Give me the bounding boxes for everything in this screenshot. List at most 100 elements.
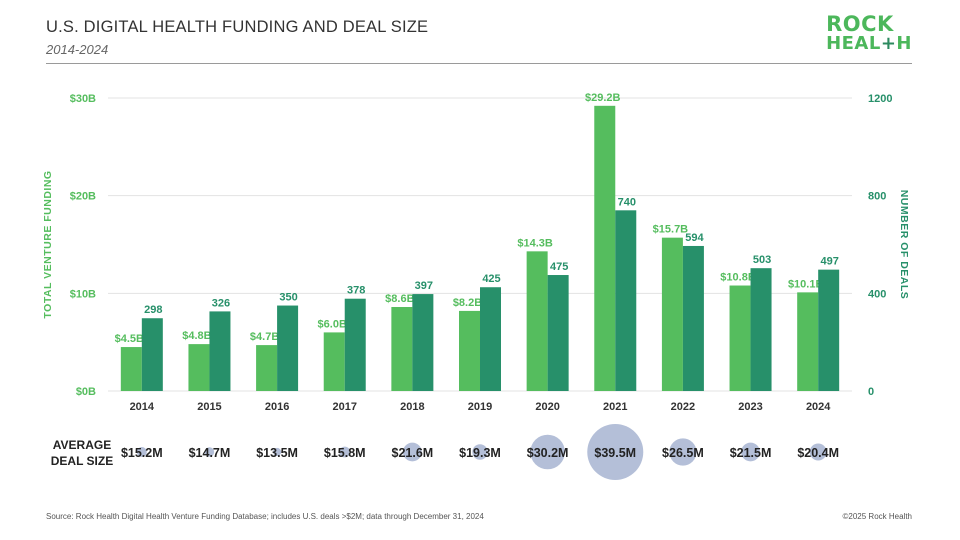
deals-data-label: 425 [482, 273, 500, 285]
deals-data-label: 326 [212, 297, 230, 309]
deals-bar [344, 298, 366, 391]
deals-bar [615, 210, 637, 391]
x-tick-label: 2018 [400, 401, 424, 413]
avg-deal-size-label: $13.5M [256, 446, 298, 460]
deals-bar [209, 311, 231, 391]
avg-deal-size-bubble [136, 447, 147, 457]
x-tick-label: 2015 [197, 401, 221, 413]
funding-bar [526, 251, 548, 391]
deals-data-label: 475 [550, 261, 568, 273]
deals-data-label: 503 [753, 254, 771, 266]
avg-deal-size-bubble [402, 442, 422, 462]
funding-data-label: $10.1B [788, 278, 824, 290]
avg-deal-size-label: $26.5M [662, 446, 704, 460]
funding-bar [120, 347, 142, 391]
funding-data-label: $15.7B [653, 224, 689, 236]
funding-bar [323, 332, 345, 391]
avg-deal-size-bubble [339, 446, 351, 458]
funding-bar [256, 345, 278, 391]
x-tick-label: 2020 [535, 401, 559, 413]
deals-bar [682, 245, 704, 391]
avg-deal-size-label: $20.4M [797, 446, 839, 460]
deals-data-label: 740 [618, 196, 636, 208]
avg-deal-size-bubble [530, 434, 565, 470]
funding-bar [661, 237, 683, 391]
funding-bar [729, 285, 751, 391]
avg-deal-size-label: $14.7M [189, 446, 231, 460]
avg-deal-size-title-line-1: AVERAGE [53, 438, 111, 452]
avg-deal-size-bubble [741, 442, 760, 462]
funding-bar [594, 105, 616, 392]
avg-deal-size-bubble [204, 447, 215, 457]
x-tick-label: 2023 [738, 401, 762, 413]
deals-bar [750, 268, 772, 391]
funding-data-label: $4.7B [250, 331, 279, 343]
deals-bar [547, 275, 569, 391]
y2-tick-label: 400 [868, 288, 886, 300]
x-tick-label: 2024 [806, 401, 831, 413]
x-tick-label: 2014 [130, 401, 155, 413]
funding-data-label: $4.5B [115, 333, 144, 345]
deals-data-label: 350 [279, 292, 297, 304]
y-axis-title: TOTAL VENTURE FUNDING [42, 170, 54, 318]
deals-data-label: 378 [347, 285, 365, 297]
funding-data-label: $8.6B [385, 293, 414, 305]
deals-data-label: 497 [821, 256, 839, 268]
y2-tick-label: 0 [868, 386, 874, 398]
funding-bar [188, 344, 210, 391]
y2-axis-title: NUMBER OF DEALS [898, 190, 910, 300]
y2-tick-label: 1200 [868, 93, 892, 105]
deals-bar [480, 287, 501, 391]
avg-deal-size-bubble [809, 443, 827, 461]
x-tick-label: 2019 [468, 401, 492, 413]
funding-bar [459, 310, 480, 391]
avg-deal-size-label: $30.2M [527, 446, 569, 460]
avg-deal-size-bubble [587, 424, 644, 480]
avg-deal-size-label: $21.5M [730, 446, 772, 460]
deals-bar [412, 294, 434, 391]
chart-title: U.S. DIGITAL HEALTH FUNDING AND DEAL SIZ… [46, 18, 429, 36]
x-tick-label: 2017 [332, 401, 356, 413]
deals-bar [818, 269, 840, 391]
chart-subtitle: 2014-2024 [46, 42, 109, 57]
funding-bar [391, 307, 413, 391]
avg-deal-size-bubble [272, 447, 282, 457]
x-tick-label: 2016 [265, 401, 289, 413]
y2-tick-label: 800 [868, 191, 886, 203]
deals-bar [141, 318, 163, 391]
avg-deal-size-label: $15.8M [324, 446, 366, 460]
logo-line-2: HEAL+H [826, 34, 912, 54]
avg-deal-size-bubble [472, 444, 488, 460]
funding-data-label: $14.3B [517, 237, 553, 249]
funding-bar [797, 292, 819, 391]
x-tick-label: 2022 [671, 401, 695, 413]
funding-data-label: $6.0B [318, 318, 347, 330]
deals-data-label: 594 [685, 232, 704, 244]
header-divider [46, 63, 912, 64]
y-tick-label: $30B [70, 93, 96, 105]
funding-data-label: $8.2B [453, 297, 482, 309]
funding-data-label: $4.8B [182, 330, 211, 342]
logo-line-2-start: HEAL [826, 33, 881, 54]
avg-deal-size-title-line-2: DEAL SIZE [51, 454, 113, 468]
avg-deal-size-bubble [669, 438, 697, 466]
logo-line-2-end: H [896, 33, 912, 54]
deals-data-label: 397 [415, 280, 433, 292]
rock-health-logo: ROCK HEAL+H [826, 14, 912, 54]
deals-data-label: 298 [144, 304, 162, 316]
y-tick-label: $20B [70, 191, 96, 203]
funding-data-label: $29.2B [585, 92, 621, 104]
avg-deal-size-label: $39.5M [594, 446, 636, 460]
footer-source: Source: Rock Health Digital Health Ventu… [46, 512, 484, 521]
avg-deal-size-label: $15.2M [121, 446, 163, 460]
deals-bar [277, 305, 299, 391]
y-tick-label: $0B [76, 386, 96, 398]
logo-plus-icon: + [880, 33, 897, 54]
avg-deal-size-label: $19.3M [459, 446, 501, 460]
funding-data-label: $10.8B [720, 272, 756, 284]
x-tick-label: 2021 [603, 401, 627, 413]
avg-deal-size-label: $21.6M [392, 446, 434, 460]
y-tick-label: $10B [70, 288, 96, 300]
footer-copyright: ©2025 Rock Health [842, 512, 913, 521]
